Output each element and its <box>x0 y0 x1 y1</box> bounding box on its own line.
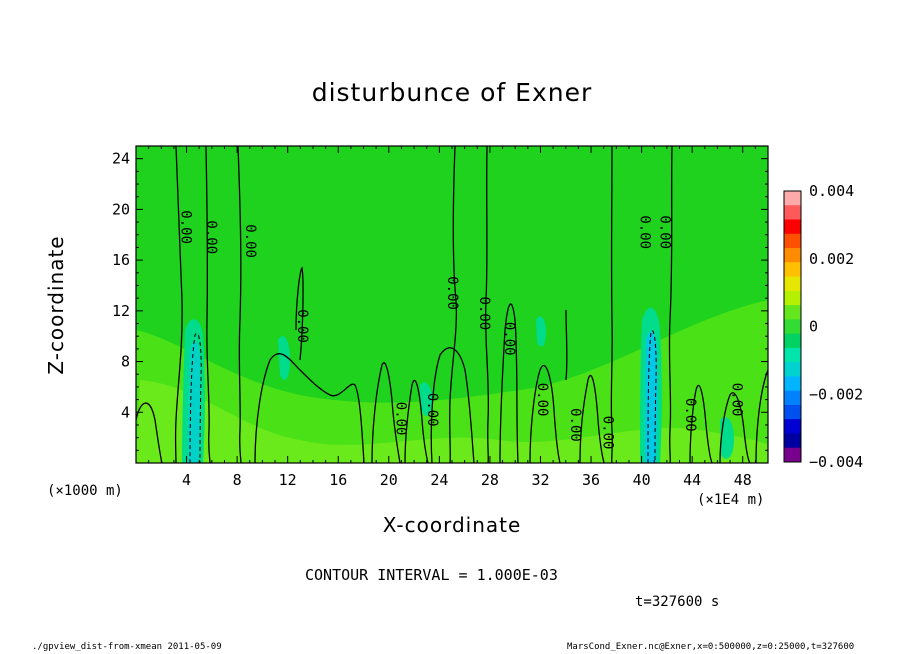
y-tick-label: 16 <box>112 251 130 269</box>
x-tick-label: 20 <box>380 471 398 489</box>
colorbar-tick-label: −0.004 <box>809 453 863 471</box>
colorbar-swatch <box>784 319 801 335</box>
x-tick-label: 48 <box>734 471 752 489</box>
colorbar-swatch <box>784 262 801 278</box>
colorbar-swatch <box>784 347 801 363</box>
contour-label: 0.00 <box>203 220 219 254</box>
x-tick-label: 44 <box>683 471 701 489</box>
colorbar-swatch <box>784 219 801 235</box>
colorbar-swatch <box>784 248 801 263</box>
y-tick-label: 20 <box>112 200 130 218</box>
x-tick-label: 24 <box>430 471 448 489</box>
footer-source-info: MarsCond_Exner.nc@Exner,x=0:500000,z=0:2… <box>567 642 855 652</box>
colorbar-frame <box>783 190 802 463</box>
field-shading <box>136 300 768 463</box>
contour-label: 0.00 <box>636 215 652 249</box>
colorbar-swatch <box>784 362 801 377</box>
negative-contours <box>189 330 657 463</box>
contour-lines <box>136 146 768 463</box>
y-axis: 4 8 12 16 20 24 <box>112 150 768 451</box>
contour-label: 0.00 <box>567 408 583 442</box>
colorbar-swatch <box>784 305 801 320</box>
colorbar: 0.004 0.002 0 −0.002 −0.004 <box>783 182 863 471</box>
x-tick-label: 40 <box>633 471 651 489</box>
x-axis-label: X-coordinate <box>382 513 522 537</box>
time-note: t=327600 s <box>635 594 720 610</box>
contour-label: 0.00 <box>392 402 408 436</box>
y-tick-label: 4 <box>121 403 130 421</box>
y-tick-label: 8 <box>121 353 130 371</box>
colorbar-swatch <box>784 333 801 349</box>
contour-label: 0.00 <box>729 383 745 417</box>
colorbar-tick-label: 0 <box>809 318 818 336</box>
contour-label: 0.00 <box>178 210 194 244</box>
colorbar-swatch <box>784 290 801 306</box>
colorbar-tick-label: 0.002 <box>809 250 854 268</box>
x-unit-label-left: (×1000 m) <box>47 483 123 499</box>
contour-label: 0.00 <box>534 383 550 417</box>
x-tick-label: 8 <box>233 471 242 489</box>
x-tick-label: 32 <box>531 471 549 489</box>
colorbar-swatch <box>784 276 801 292</box>
colorbar-swatch <box>784 390 801 406</box>
contour-labels: 0.00 0.00 0.00 0.00 0.00 0.00 0.00 0.00 0.00 0.00… <box>178 210 745 449</box>
x-tick-label: 12 <box>279 471 297 489</box>
contour-label: 0.00 <box>600 416 616 450</box>
contour-label: 0.00 <box>682 398 698 432</box>
x-tick-label: 16 <box>329 471 347 489</box>
contour-label: 0.00 <box>424 393 440 427</box>
colorbar-swatch <box>784 447 801 463</box>
colorbar-swatch <box>784 376 801 392</box>
colorbar-swatch <box>784 233 801 249</box>
contour-interval-note: CONTOUR INTERVAL = 1.000E-03 <box>305 566 558 584</box>
y-tick-label: 12 <box>112 302 130 320</box>
colorbar-swatch <box>784 404 801 420</box>
contour-label: 0.00 <box>501 322 517 356</box>
colorbar-tick-label: 0.004 <box>809 182 854 200</box>
contour-label: 0.00 <box>476 297 492 331</box>
y-tick-label: 24 <box>112 150 130 168</box>
colorbar-swatch <box>784 433 801 449</box>
colorbar-swatch <box>784 205 801 221</box>
footer-script-info: ./gpview_dist-from-xmean 2011-05-09 <box>32 642 222 652</box>
colorbar-tick-label: −0.002 <box>809 385 863 403</box>
x-tick-label: 4 <box>182 471 191 489</box>
contour-label: 0.00 <box>242 224 258 258</box>
x-unit-label-right: (×1E4 m) <box>697 492 765 508</box>
x-tick-label: 28 <box>481 471 499 489</box>
chart-title: disturbunce of Exner <box>311 78 593 107</box>
colorbar-swatch <box>784 419 801 434</box>
x-axis: 4 8 12 16 20 24 28 32 36 40 44 48 <box>148 146 756 489</box>
contour-label: 0.00 <box>294 309 310 343</box>
contour-label: 0.00 <box>657 215 673 249</box>
x-tick-label: 36 <box>582 471 600 489</box>
contour-label: 0.00 <box>444 276 460 310</box>
colorbar-swatch <box>784 191 801 206</box>
